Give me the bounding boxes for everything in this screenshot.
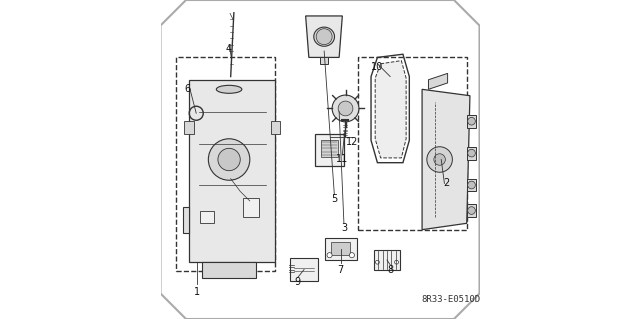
- Circle shape: [395, 260, 399, 264]
- Text: 3: 3: [341, 223, 347, 233]
- Polygon shape: [467, 147, 476, 160]
- Polygon shape: [320, 57, 328, 64]
- Circle shape: [468, 181, 476, 189]
- Bar: [331, 242, 350, 255]
- Text: 1: 1: [194, 287, 200, 297]
- Polygon shape: [467, 115, 476, 128]
- Circle shape: [332, 95, 359, 122]
- Polygon shape: [428, 73, 447, 89]
- Polygon shape: [467, 204, 476, 217]
- Text: 4: 4: [226, 44, 232, 55]
- Text: 2: 2: [443, 178, 449, 189]
- Text: 8R33-E0510D: 8R33-E0510D: [421, 295, 481, 304]
- Bar: [271, 121, 280, 134]
- Ellipse shape: [314, 27, 335, 46]
- Text: 12: 12: [346, 137, 358, 147]
- Polygon shape: [189, 80, 275, 262]
- Polygon shape: [183, 207, 189, 233]
- Bar: [184, 121, 194, 134]
- Text: 6: 6: [184, 84, 191, 94]
- Ellipse shape: [216, 85, 242, 93]
- Bar: [321, 139, 339, 157]
- Polygon shape: [467, 179, 476, 191]
- Text: 10: 10: [371, 62, 383, 72]
- Bar: [358, 57, 467, 230]
- Circle shape: [376, 260, 380, 264]
- Circle shape: [316, 29, 332, 45]
- Circle shape: [338, 101, 353, 116]
- Circle shape: [327, 253, 332, 258]
- Polygon shape: [306, 16, 342, 57]
- Text: 7: 7: [338, 264, 344, 275]
- Polygon shape: [422, 89, 470, 230]
- Bar: [177, 57, 275, 271]
- Circle shape: [468, 149, 476, 157]
- Circle shape: [218, 148, 240, 171]
- Text: 8: 8: [387, 264, 393, 275]
- Text: 11: 11: [336, 154, 348, 165]
- Circle shape: [468, 207, 476, 214]
- Polygon shape: [375, 61, 406, 158]
- Text: 5: 5: [332, 194, 337, 204]
- Bar: [316, 134, 344, 166]
- Text: 9: 9: [294, 277, 301, 287]
- Circle shape: [209, 139, 250, 180]
- Circle shape: [349, 253, 355, 258]
- Bar: [243, 198, 259, 217]
- Bar: [290, 258, 319, 281]
- Bar: [200, 211, 214, 223]
- Bar: [374, 250, 400, 270]
- Circle shape: [434, 154, 445, 165]
- Circle shape: [427, 147, 452, 172]
- Bar: [324, 238, 356, 260]
- Circle shape: [468, 117, 476, 125]
- Polygon shape: [202, 262, 256, 278]
